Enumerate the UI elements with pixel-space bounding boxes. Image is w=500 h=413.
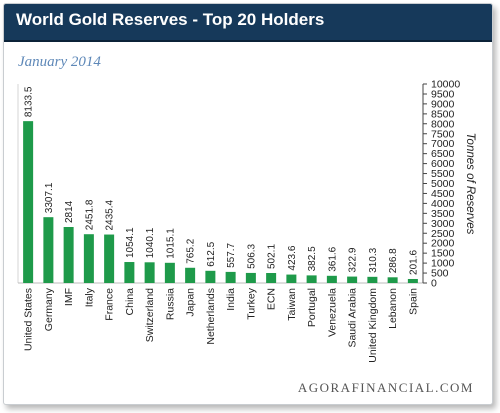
- y-tick-label: 8000: [431, 118, 455, 130]
- category-label: Netherlands: [205, 288, 217, 345]
- bar-ecn: [266, 273, 277, 283]
- bar-netherlands: [205, 270, 216, 283]
- y-tick-label: 10000: [431, 79, 460, 91]
- y-tick-label: 8500: [431, 108, 455, 120]
- bar-portugal: [306, 275, 317, 283]
- value-label: 1015.1: [165, 228, 176, 259]
- y-tick-label: 6000: [431, 158, 455, 170]
- bar-lebanon: [387, 277, 398, 283]
- category-label: China: [124, 288, 136, 316]
- value-label: 201.6: [408, 250, 419, 275]
- category-label: United States: [23, 288, 35, 351]
- bar-united-states: [23, 121, 34, 284]
- value-label: 1040.1: [145, 227, 156, 258]
- y-tick-label: 2500: [431, 228, 455, 240]
- bar-india: [225, 271, 236, 283]
- value-label: 2814: [64, 200, 75, 223]
- value-label: 3307.1: [44, 182, 55, 213]
- y-tick-label: 1500: [431, 248, 455, 260]
- value-label: 612.5: [206, 241, 217, 266]
- y-tick-label: 4500: [431, 188, 455, 200]
- category-label: Switzerland: [144, 288, 156, 342]
- bar-spain: [407, 278, 418, 283]
- y-axis-title: Tonnes of Reserves: [464, 133, 476, 235]
- value-label: 423.6: [287, 245, 298, 270]
- value-label: 557.7: [226, 242, 237, 267]
- y-tick-label: 0: [431, 278, 437, 290]
- bar-turkey: [245, 272, 256, 283]
- category-label: Saudi Arabia: [347, 288, 359, 348]
- y-tick-label: 3500: [431, 208, 455, 220]
- value-label: 382.5: [307, 246, 318, 271]
- value-label: 502.1: [267, 244, 278, 269]
- category-label: Lebanon: [387, 288, 399, 329]
- source-credit: AGORAFINANCIAL.COM: [297, 380, 474, 395]
- bar-italy: [83, 234, 94, 283]
- chart-title: World Gold Reserves - Top 20 Holders: [16, 10, 325, 29]
- bar-chart: 0500100015002000250030003500400045005000…: [17, 79, 476, 363]
- y-tick-label: 5500: [431, 168, 455, 180]
- category-label: United Kingdom: [367, 288, 379, 363]
- category-label: Venezuela: [326, 288, 338, 337]
- bar-united-kingdom: [367, 276, 378, 283]
- category-label: Portugal: [306, 288, 318, 327]
- value-label: 506.3: [246, 243, 257, 268]
- y-tick-label: 1000: [431, 258, 455, 270]
- chart-card: World Gold Reserves - Top 20 Holders Jan…: [3, 3, 493, 405]
- category-label: Germany: [43, 287, 55, 331]
- chart-subtitle: January 2014: [18, 54, 101, 70]
- bar-saudi-arabia: [347, 276, 358, 283]
- bar-imf: [63, 227, 74, 283]
- value-label: 310.3: [368, 247, 379, 272]
- value-label: 8133.5: [24, 86, 35, 117]
- category-label: France: [104, 288, 116, 321]
- value-label: 1054.1: [125, 227, 136, 258]
- value-label: 286.8: [388, 248, 399, 273]
- category-label: Italy: [83, 287, 95, 307]
- bar-japan: [185, 267, 196, 283]
- value-label: 361.6: [327, 246, 338, 271]
- bar-france: [104, 234, 115, 283]
- category-label: IMF: [63, 288, 75, 306]
- y-tick-label: 4000: [431, 198, 455, 210]
- category-label: India: [225, 288, 237, 311]
- category-label: ECN: [266, 288, 278, 310]
- category-label: Taiwan: [286, 288, 298, 321]
- bar-china: [124, 262, 135, 283]
- bar-germany: [43, 217, 54, 283]
- bar-taiwan: [286, 274, 297, 283]
- value-label: 2435.4: [105, 200, 116, 231]
- y-tick-label: 9500: [431, 88, 455, 100]
- y-tick-label: 7500: [431, 128, 455, 140]
- category-label: Russia: [164, 288, 176, 320]
- y-tick-label: 500: [431, 268, 449, 280]
- y-tick-label: 9000: [431, 98, 455, 110]
- y-tick-label: 3000: [431, 218, 455, 230]
- bar-switzerland: [144, 262, 155, 283]
- y-tick-label: 6500: [431, 148, 455, 160]
- category-label: Spain: [407, 288, 419, 315]
- bar-russia: [164, 262, 175, 283]
- bar-venezuela: [326, 275, 337, 283]
- category-label: Japan: [185, 288, 197, 317]
- category-label: Turkey: [245, 287, 257, 319]
- y-tick-label: 7000: [431, 138, 455, 150]
- value-label: 765.2: [186, 238, 197, 263]
- value-label: 322.9: [348, 247, 359, 272]
- y-tick-label: 5000: [431, 178, 455, 190]
- title-bar: World Gold Reserves - Top 20 Holders: [4, 4, 492, 42]
- value-label: 2451.8: [84, 199, 95, 230]
- y-tick-label: 2000: [431, 238, 455, 250]
